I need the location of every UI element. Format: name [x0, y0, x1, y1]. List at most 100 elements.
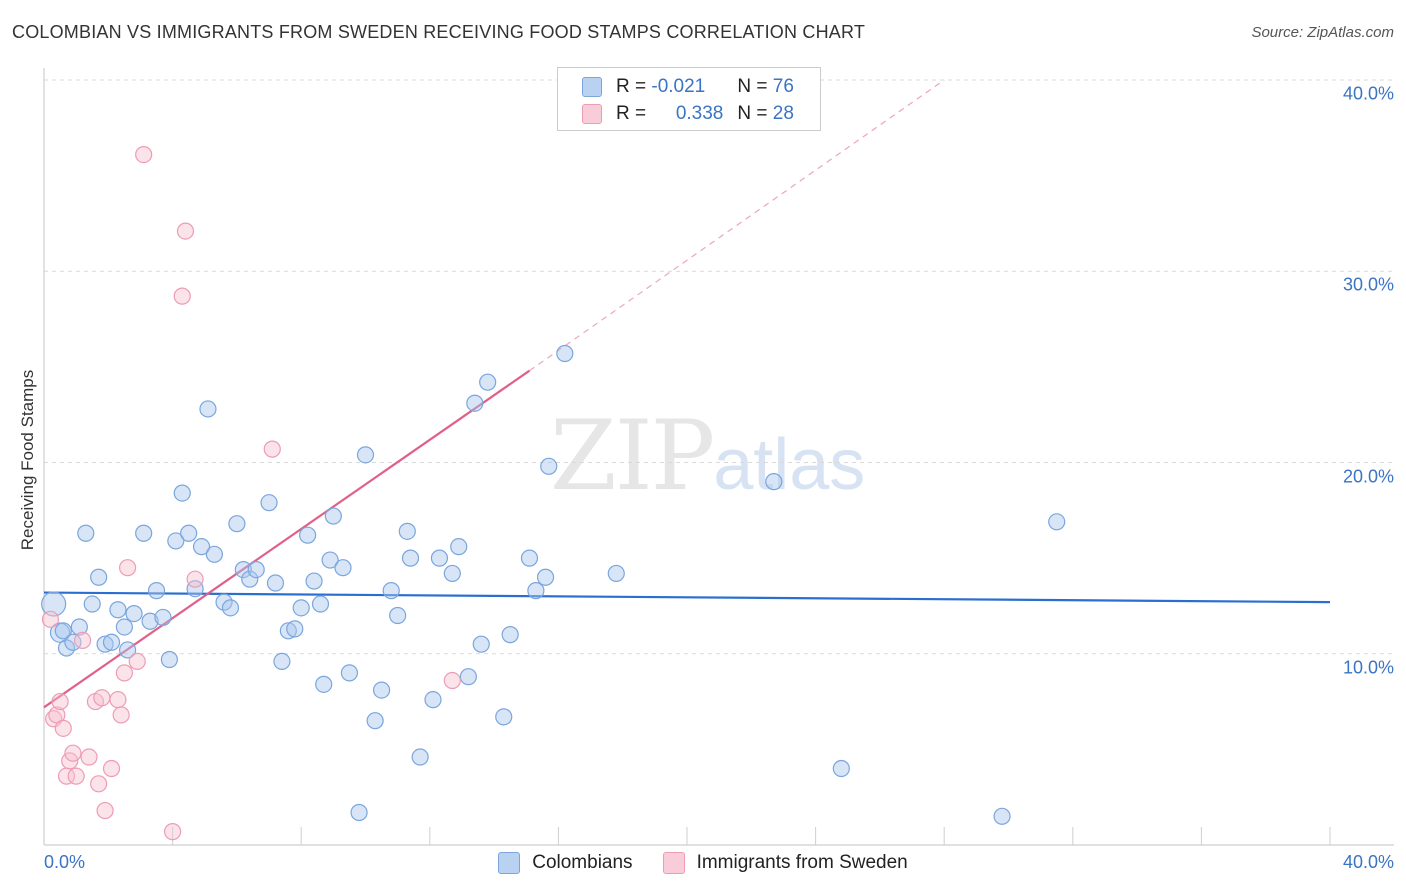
n-value-colombians: 76 — [772, 76, 794, 97]
point-0-62 — [472, 635, 490, 653]
point-0-8 — [90, 568, 108, 586]
point-0-5 — [70, 618, 88, 636]
point-0-68 — [536, 568, 555, 586]
point-0-41 — [311, 595, 330, 613]
point-0-12 — [115, 618, 133, 636]
point-0-30 — [234, 560, 252, 579]
correlation-legend: R = -0.021 N = 76 R = 0.338 N = 28 — [557, 67, 821, 131]
point-0-43 — [315, 675, 333, 693]
point-0-28 — [221, 599, 240, 617]
point-0-44 — [324, 507, 342, 525]
point-1-14 — [96, 801, 114, 820]
axes — [43, 68, 1394, 846]
point-0-18 — [154, 608, 172, 627]
point-0-64 — [495, 708, 513, 726]
point-1-10 — [80, 748, 98, 766]
point-0-51 — [382, 582, 400, 600]
n-value-sweden: 28 — [772, 103, 794, 124]
point-0-25 — [199, 400, 217, 418]
point-0-67 — [527, 582, 545, 600]
chart-title: COLOMBIAN VS IMMIGRANTS FROM SWEDEN RECE… — [12, 22, 866, 42]
point-0-36 — [279, 622, 297, 640]
legend-label-colombians: Colombians — [532, 852, 633, 873]
point-1-22 — [164, 823, 182, 841]
point-0-66 — [520, 549, 539, 567]
point-0-65 — [501, 626, 519, 644]
point-1-9 — [73, 631, 92, 649]
point-0-17 — [147, 582, 166, 600]
watermark-zip: ZIP — [550, 400, 715, 512]
point-1-17 — [112, 706, 130, 724]
point-0-27 — [215, 593, 233, 611]
r-value-sweden: 0.338 — [675, 103, 724, 124]
legend-item-colombians: Colombians — [498, 852, 633, 874]
point-0-11 — [109, 601, 127, 619]
point-1-18 — [115, 664, 133, 682]
y-tick-label-2: 30.0% — [1342, 274, 1394, 295]
data-points — [41, 145, 1066, 841]
point-0-54 — [401, 549, 420, 567]
series-legend: Colombians Immigrants from Sweden — [0, 852, 1406, 874]
point-0-9 — [96, 635, 114, 653]
point-0-56 — [424, 691, 442, 709]
point-1-13 — [93, 689, 111, 707]
point-0-49 — [366, 712, 384, 730]
point-0-46 — [340, 664, 359, 682]
point-0-29 — [228, 515, 246, 533]
point-0-22 — [180, 524, 198, 542]
trend-line-0 — [43, 591, 1331, 604]
point-0-59 — [450, 538, 468, 556]
y-tick-label-1: 20.0% — [1342, 466, 1394, 486]
legend-swatch-sweden-bottom — [662, 852, 685, 874]
watermark-atlas: atlas — [713, 425, 866, 505]
point-0-38 — [292, 599, 310, 617]
point-0-57 — [430, 549, 449, 567]
legend-label-sweden: Immigrants from Sweden — [696, 852, 908, 873]
point-0-34 — [266, 574, 285, 592]
trend-line-1 — [43, 369, 531, 709]
chart-source: Source: ZipAtlas.com — [1251, 24, 1394, 41]
point-0-21 — [173, 484, 191, 502]
point-0-39 — [299, 526, 317, 544]
point-0-73 — [832, 759, 850, 778]
point-1-16 — [109, 691, 127, 709]
point-0-58 — [443, 564, 461, 583]
point-0-2 — [54, 622, 72, 640]
legend-swatch-sweden — [582, 104, 602, 124]
point-1-0 — [41, 610, 60, 628]
point-1-20 — [128, 652, 146, 671]
x-tick-min: 0.0% — [44, 852, 86, 872]
point-0-20 — [167, 532, 185, 550]
point-0-72 — [765, 473, 783, 491]
point-0-31 — [241, 570, 259, 588]
x-tick-max: 40.0% — [1342, 852, 1394, 872]
legend-row-sweden: R = 0.338 N = 28 — [582, 102, 794, 126]
point-0-33 — [260, 494, 278, 512]
point-0-14 — [125, 604, 143, 623]
point-0-69 — [540, 457, 558, 475]
point-0-35 — [273, 652, 291, 671]
point-0-53 — [398, 522, 416, 540]
point-0-0 — [41, 591, 67, 617]
point-1-19 — [118, 559, 137, 577]
point-0-55 — [411, 748, 429, 766]
point-1-25 — [186, 570, 204, 588]
y-axis-label: Receiving Food Stamps — [18, 369, 37, 551]
point-1-27 — [443, 671, 461, 690]
trend-extension-1 — [529, 79, 945, 372]
legend-row-colombians: R = -0.021 N = 76 — [582, 75, 794, 99]
point-0-13 — [118, 641, 137, 659]
point-1-15 — [102, 759, 121, 778]
point-0-42 — [321, 551, 339, 569]
y-tick-label-3: 40.0% — [1342, 83, 1394, 104]
r-value-colombians: -0.021 — [651, 76, 706, 97]
trend-lines — [43, 79, 1331, 709]
point-1-7 — [64, 744, 82, 762]
point-0-40 — [305, 572, 323, 590]
point-0-6 — [77, 524, 95, 542]
point-0-26 — [205, 545, 223, 563]
y-tick-label-0: 10.0% — [1342, 657, 1394, 678]
point-0-75 — [993, 807, 1011, 825]
point-0-45 — [334, 559, 352, 577]
